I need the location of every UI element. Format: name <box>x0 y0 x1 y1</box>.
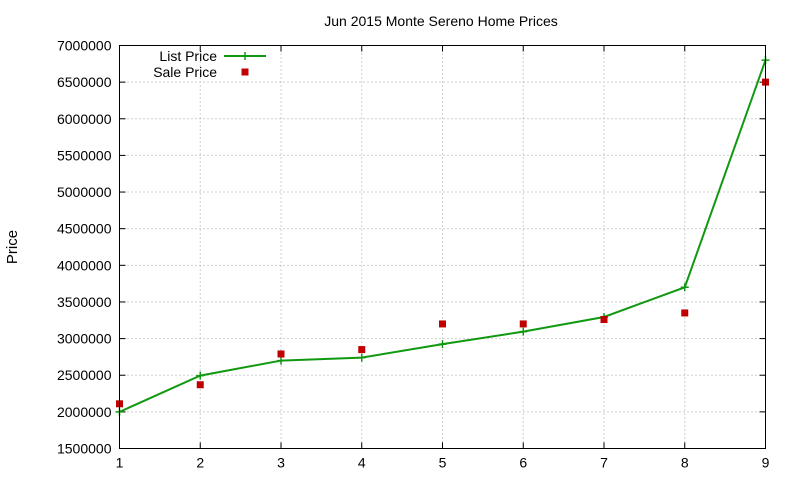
x-tick-label: 3 <box>277 455 285 471</box>
x-tick-label: 5 <box>439 455 447 471</box>
y-tick-label: 6500000 <box>57 74 112 90</box>
y-tick-label: 6000000 <box>57 111 112 127</box>
sale-price-point <box>681 309 689 317</box>
sale-price-point <box>600 316 608 324</box>
sale-price-point <box>519 320 527 328</box>
y-tick-label: 4500000 <box>57 221 112 237</box>
legend-sale-price-marker <box>241 68 249 76</box>
y-axis-label: Price <box>4 230 21 264</box>
x-tick-label: 2 <box>196 455 204 471</box>
y-tick-label: 5000000 <box>57 184 112 200</box>
x-tick-label: 1 <box>116 455 124 471</box>
list-price-point <box>680 283 689 292</box>
list-price-point <box>196 371 205 380</box>
list-price-point <box>277 356 285 365</box>
legend-label: Sale Price <box>153 64 217 80</box>
y-tick-label: 5500000 <box>57 147 112 163</box>
x-tick-label: 7 <box>600 455 608 471</box>
x-tick-label: 8 <box>681 455 689 471</box>
x-tick-label: 6 <box>519 455 527 471</box>
legend-label: List Price <box>159 48 217 64</box>
y-tick-label: 2500000 <box>57 367 112 383</box>
list-price-point <box>357 353 366 362</box>
sale-price-point <box>439 320 446 328</box>
y-tick-label: 3000000 <box>57 331 112 347</box>
sale-price-point <box>196 381 204 389</box>
y-tick-labels: 1500000 2000000 2500000 3000000 3500000 40000… <box>57 38 112 457</box>
y-tick-label: 3500000 <box>57 294 112 310</box>
list-price-point <box>438 340 447 349</box>
legend-list-price-marker <box>241 52 249 60</box>
x-tick-label: 9 <box>762 455 770 471</box>
plot-frame <box>119 45 766 449</box>
list-price-line <box>119 59 767 413</box>
chart-title: Jun 2015 Monte Sereno Home Prices <box>324 13 557 29</box>
y-tick-label: 4000000 <box>57 257 112 273</box>
y-tick-label: 7000000 <box>57 38 112 54</box>
x-tick-label: 4 <box>358 455 366 471</box>
x-tick-labels: 1 2 3 4 5 6 7 8 9 <box>116 455 770 471</box>
sale-price-point <box>358 346 366 354</box>
grid <box>119 45 766 449</box>
sale-price-point <box>277 350 285 358</box>
list-price-point <box>519 327 528 336</box>
y-tick-label: 2000000 <box>57 404 112 420</box>
y-tick-label: 1500000 <box>57 441 112 457</box>
